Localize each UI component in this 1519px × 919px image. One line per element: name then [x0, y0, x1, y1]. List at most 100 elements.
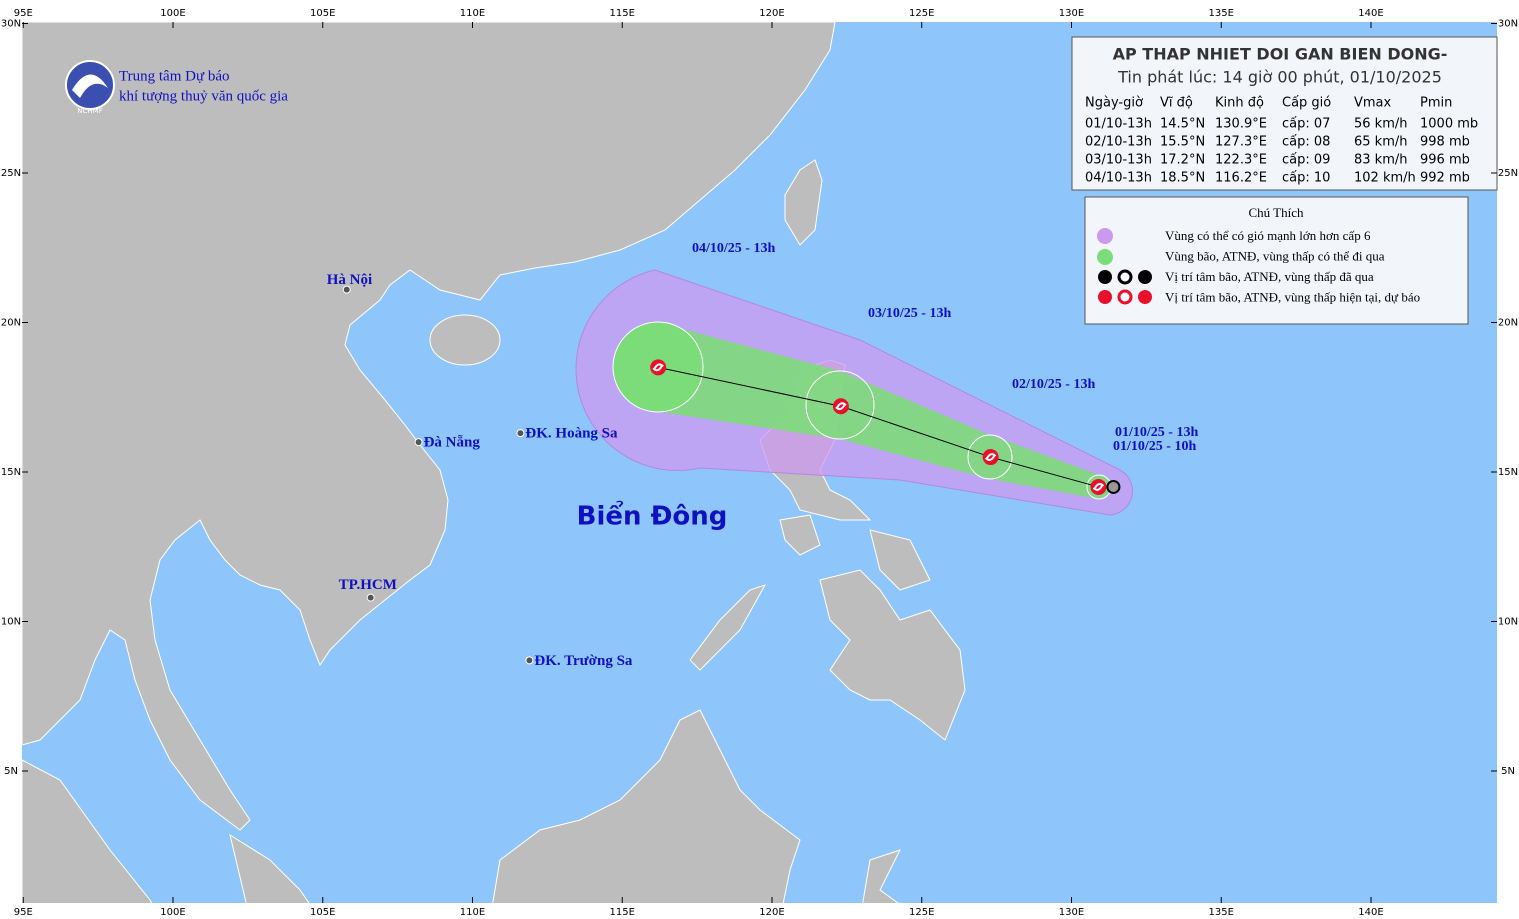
- lat-label: 20N: [1, 318, 21, 329]
- table-cell: 127.3°E: [1215, 135, 1267, 150]
- legend-swatch: [1097, 228, 1113, 244]
- logo-wave: [72, 74, 108, 98]
- place-dot: [366, 593, 375, 602]
- place-label: TP.HCM: [339, 577, 397, 593]
- storm-swirl: [835, 402, 847, 411]
- table-cell: 03/10-13h: [1085, 153, 1152, 168]
- legend-item: Vùng có thể có gió mạnh lớn hơn cấp 6: [1165, 228, 1371, 243]
- place-label: ĐK. Hoàng Sa: [525, 426, 618, 442]
- lon-label: 115E: [610, 8, 635, 19]
- position-label: 01/10/25 - 10h: [1113, 439, 1196, 454]
- lat-label: 30N: [1498, 19, 1518, 30]
- table-header: Kinh độ: [1215, 96, 1264, 111]
- legend-item: Vị trí tâm bão, ATNĐ, vùng thấp hiện tại…: [1165, 289, 1420, 304]
- place-label: Đà Nẵng: [424, 435, 481, 451]
- lon-label: 95E: [14, 8, 33, 19]
- lat-label: 25N: [1, 168, 21, 179]
- place-label: Hà Nội: [327, 272, 372, 288]
- storm-swirl: [984, 453, 997, 461]
- lat-label: 5N: [4, 766, 18, 777]
- lon-label: 120E: [759, 8, 784, 19]
- table-header: Cấp gió: [1282, 96, 1331, 111]
- lon-label: 115E: [610, 907, 635, 918]
- table-cell: 992 mb: [1420, 171, 1470, 186]
- lat-label: 20N: [1498, 318, 1518, 329]
- track-line: [658, 366, 1099, 488]
- lat-label: 25N: [1498, 168, 1518, 179]
- lon-label: 100E: [160, 907, 185, 918]
- radius-circle: [967, 434, 1013, 480]
- table-cell: 65 km/h: [1354, 135, 1408, 150]
- place-dot: [414, 438, 423, 447]
- legend-swatch: [1097, 249, 1113, 265]
- place-dot: [342, 285, 351, 294]
- storm-swirl: [1092, 483, 1105, 491]
- storm-position: [982, 449, 999, 466]
- table-cell: 01/10-13h: [1085, 117, 1152, 132]
- table-header: Vĩ độ: [1160, 96, 1193, 111]
- logo-text: NCHMF: [77, 107, 102, 115]
- table-header: Ngày-giờ: [1085, 96, 1143, 111]
- table-cell: 122.3°E: [1215, 153, 1267, 168]
- lat-label: 5N: [1501, 766, 1515, 777]
- table-cell: 02/10-13h: [1085, 135, 1152, 150]
- position-label: 02/10/25 - 13h: [1012, 377, 1095, 392]
- org-name: khí tượng thuỷ văn quốc gia: [119, 88, 288, 104]
- lon-label: 95E: [14, 907, 33, 918]
- table-header: Pmin: [1420, 96, 1452, 111]
- table-cell: cấp: 08: [1282, 135, 1330, 150]
- table-header: Vmax: [1354, 96, 1392, 111]
- lon-label: 105E: [310, 907, 335, 918]
- table-cell: 102 km/h: [1354, 171, 1416, 186]
- table-cell: 56 km/h: [1354, 117, 1408, 132]
- legend-item: Vị trí tâm bão, ATNĐ, vùng thấp đã qua: [1165, 269, 1374, 284]
- storm-position: [650, 359, 667, 376]
- lon-label: 140E: [1358, 8, 1383, 19]
- lon-label: 110E: [460, 907, 485, 918]
- table-cell: 116.2°E: [1215, 171, 1267, 186]
- position-label: 01/10/25 - 13h: [1115, 425, 1198, 440]
- info-title: AP THAP NHIET DOI GAN BIEN DONG-: [1113, 45, 1448, 64]
- lon-label: 125E: [909, 8, 934, 19]
- legend-item: Vùng bão, ATNĐ, vùng thấp có thể đi qua: [1165, 248, 1385, 263]
- table-cell: 17.2°N: [1160, 153, 1205, 168]
- place-dot: [525, 656, 534, 665]
- storm-swirl: [652, 363, 664, 372]
- lon-label: 100E: [160, 8, 185, 19]
- table-cell: 18.5°N: [1160, 171, 1205, 186]
- position-label: 03/10/25 - 13h: [868, 306, 951, 321]
- sea-label: Biển Đông: [577, 499, 728, 532]
- table-cell: 1000 mb: [1420, 117, 1478, 132]
- lon-label: 120E: [759, 907, 784, 918]
- lat-label: 15N: [1, 467, 21, 478]
- legend-icons: [1098, 269, 1152, 305]
- lon-label: 140E: [1358, 907, 1383, 918]
- lon-label: 105E: [310, 8, 335, 19]
- radius-circle: [805, 370, 875, 440]
- lat-label: 10N: [1498, 617, 1518, 628]
- lon-label: 135E: [1209, 8, 1234, 19]
- table-cell: 996 mb: [1420, 153, 1470, 168]
- table-cell: 04/10-13h: [1085, 171, 1152, 186]
- table-cell: 15.5°N: [1160, 135, 1205, 150]
- info-box: [1071, 36, 1498, 191]
- table-cell: 14.5°N: [1160, 117, 1205, 132]
- lon-label: 125E: [909, 907, 934, 918]
- table-cell: cấp: 09: [1282, 153, 1330, 168]
- lon-label: 130E: [1059, 8, 1084, 19]
- table-cell: 998 mb: [1420, 135, 1470, 150]
- lat-label: 30N: [1, 19, 21, 30]
- table-cell: 130.9°E: [1215, 117, 1267, 132]
- lon-label: 110E: [460, 8, 485, 19]
- past-position: [1106, 479, 1121, 494]
- lon-label: 135E: [1209, 907, 1234, 918]
- table-cell: 83 km/h: [1354, 153, 1408, 168]
- info-subtitle: Tin phát lúc: 14 giờ 00 phút, 01/10/2025: [1117, 68, 1442, 87]
- table-cell: cấp: 10: [1282, 171, 1330, 186]
- place-dot: [516, 429, 525, 438]
- place-label: ĐK. Trường Sa: [534, 653, 633, 669]
- lat-label: 15N: [1498, 467, 1518, 478]
- storm-position: [832, 398, 849, 415]
- org-name: Trung tâm Dự báo: [119, 68, 230, 84]
